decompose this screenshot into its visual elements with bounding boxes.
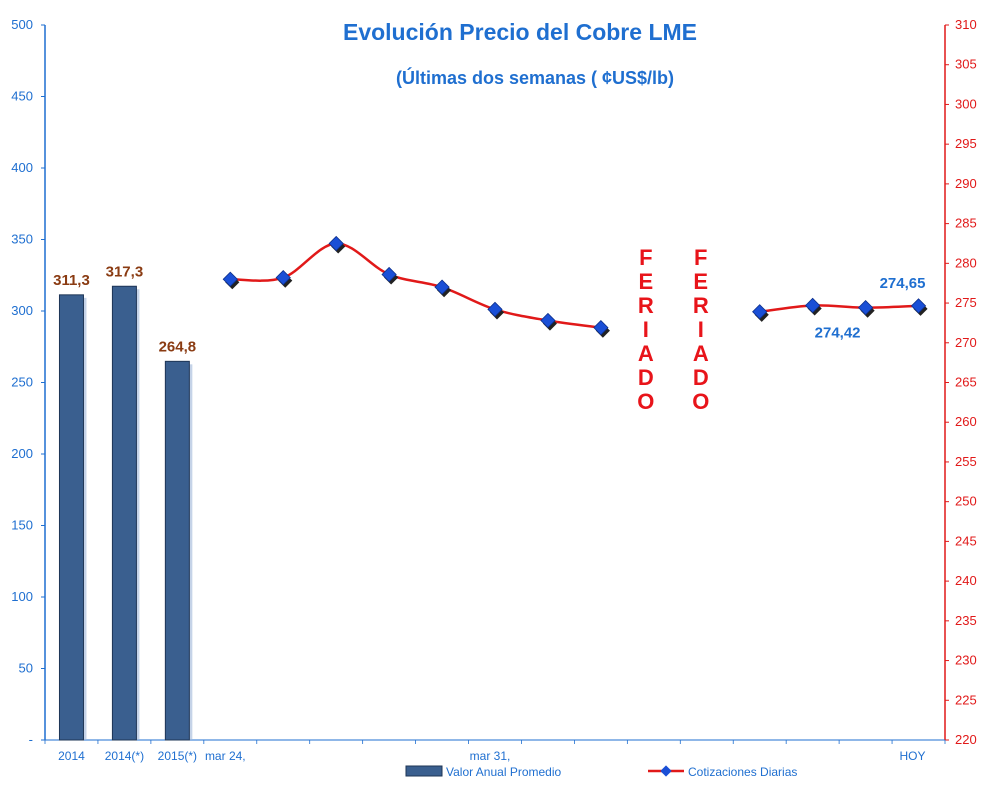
- x-date-label: mar 24,: [205, 749, 246, 763]
- feriado-letter: F: [639, 245, 652, 270]
- legend-bar-swatch: [405, 765, 443, 777]
- legend-line-marker: [660, 765, 672, 777]
- left-tick-label: -: [29, 732, 33, 747]
- left-tick-label: 500: [11, 17, 33, 32]
- line-point: [275, 269, 291, 286]
- line-point: [434, 279, 450, 295]
- right-tick-label: 270: [955, 335, 977, 350]
- right-tick-label: 305: [955, 57, 977, 72]
- right-tick-label: 250: [955, 494, 977, 509]
- bar-2014(*): [111, 285, 137, 741]
- line-series-group: 274,42 274,65: [222, 235, 928, 342]
- feriado-letter: I: [643, 317, 649, 342]
- chart-title: Evolución Precio del Cobre LME: [343, 19, 697, 45]
- x-category-label: 2015(*): [158, 749, 197, 763]
- left-tick-label: 400: [11, 160, 33, 175]
- legend-line-label: Cotizaciones Diarias: [688, 765, 797, 779]
- left-tick-label: 450: [11, 89, 33, 104]
- left-tick-label: 200: [11, 446, 33, 461]
- point-value-label: 274,65: [880, 275, 926, 292]
- bar-value-label: 317,3: [106, 263, 144, 280]
- x-category-label: 2014: [58, 749, 85, 763]
- feriado-letter: E: [693, 269, 708, 294]
- line-point: [328, 235, 344, 252]
- right-tick-label: 300: [955, 96, 977, 111]
- line-point: [540, 312, 556, 329]
- feriado-letter: R: [638, 293, 654, 318]
- left-axis-ticks: - 50 100 150 200 250 300 350 400 450 500: [11, 17, 45, 747]
- line-point: [487, 301, 503, 318]
- line-point: [805, 297, 821, 314]
- right-tick-label: 230: [955, 653, 977, 668]
- line-point: [381, 266, 397, 283]
- line-point: [593, 320, 609, 336]
- chart-subtitle: (Últimas dos semanas ( ¢US$/lb): [396, 67, 674, 88]
- right-tick-label: 275: [955, 295, 977, 310]
- right-tick-label: 260: [955, 414, 977, 429]
- feriado-letter: O: [637, 389, 654, 414]
- right-tick-label: 255: [955, 454, 977, 469]
- left-tick-label: 300: [11, 303, 33, 318]
- x-date-label: HOY: [900, 749, 926, 763]
- feriado-letter: R: [693, 293, 709, 318]
- feriado-letter: F: [694, 245, 707, 270]
- right-tick-label: 235: [955, 613, 977, 628]
- x-category-label: 2014(*): [105, 749, 144, 763]
- bars-group: 311,3 317,3 264,8: [53, 263, 197, 741]
- line-point: [222, 271, 238, 287]
- line-point: [752, 304, 768, 320]
- line-point: [910, 298, 927, 314]
- right-tick-label: 245: [955, 533, 977, 548]
- right-tick-label: 280: [955, 255, 977, 270]
- bar-2014: [58, 294, 84, 741]
- x-axis-labels: 2014 2014(*) 2015(*) mar 24, mar 31, HOY: [58, 749, 925, 763]
- bar-value-label: 311,3: [53, 272, 90, 289]
- x-axis-ticks: [44, 740, 946, 744]
- feriado-letter: E: [638, 269, 653, 294]
- right-tick-label: 290: [955, 176, 977, 191]
- right-tick-label: 225: [955, 692, 977, 707]
- line-segment: [759, 304, 919, 314]
- left-tick-label: 100: [11, 589, 33, 604]
- legend: Valor Anual Promedio Cotizaciones Diaria…: [405, 765, 797, 779]
- right-tick-label: 240: [955, 573, 977, 588]
- feriado-letter: A: [693, 341, 709, 366]
- right-tick-label: 295: [955, 136, 977, 151]
- left-tick-label: 50: [19, 661, 33, 676]
- left-tick-label: 150: [11, 518, 33, 533]
- line-point: [857, 300, 874, 316]
- right-tick-label: 285: [955, 216, 977, 231]
- feriado-letter: A: [638, 341, 654, 366]
- x-date-label: mar 31,: [470, 749, 511, 763]
- feriado-letter: O: [692, 389, 709, 414]
- feriado-letter: I: [698, 317, 704, 342]
- bar-value-label: 264,8: [159, 338, 197, 355]
- right-axis-ticks: 220 225 230 235 240 245 250 255 260 265 270 275 280 2…: [945, 17, 977, 747]
- feriado-letter: D: [638, 365, 654, 390]
- legend-bar-label: Valor Anual Promedio: [446, 765, 562, 779]
- right-tick-label: 220: [955, 732, 977, 747]
- line-segment: [230, 242, 602, 329]
- right-tick-label: 310: [955, 17, 977, 32]
- point-value-label: 274,42: [815, 325, 861, 342]
- left-tick-label: 250: [11, 375, 33, 390]
- feriado-letter: D: [693, 365, 709, 390]
- left-tick-label: 350: [11, 232, 33, 247]
- right-tick-label: 265: [955, 375, 977, 390]
- bar-2015(*): [164, 360, 190, 741]
